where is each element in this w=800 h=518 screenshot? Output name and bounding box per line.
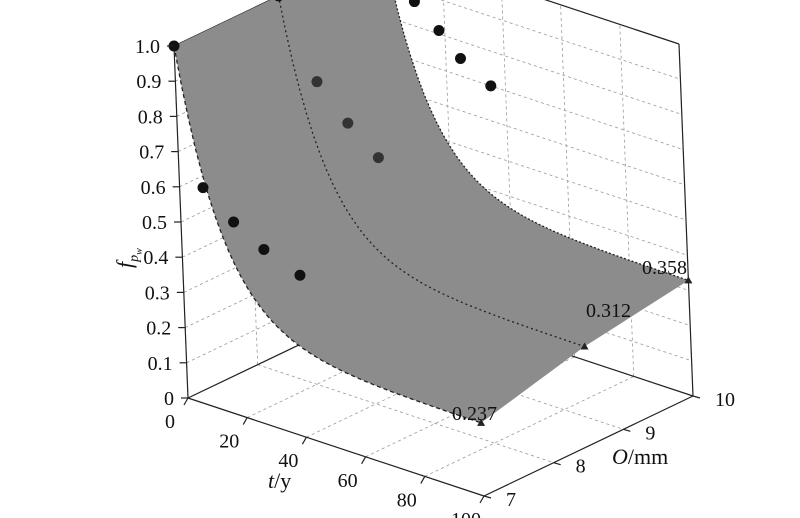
x-tick-label: 100 (451, 509, 481, 518)
x-tick-label: 0 (165, 411, 175, 433)
annotation-237: 0.237 (452, 403, 497, 425)
back-wall-grid-line (389, 121, 687, 221)
annotation-312: 0.312 (586, 300, 631, 322)
edge-marker (580, 342, 589, 350)
surface-curves (173, 0, 689, 424)
floor-grid-line (257, 364, 554, 464)
z-tick-label: 0.8 (138, 106, 163, 128)
x-tick-mark (479, 495, 485, 504)
data-point (197, 182, 209, 194)
data-point (433, 25, 445, 37)
surface-curve-O7 (173, 45, 482, 424)
annotation-358: 0.358 (642, 257, 687, 279)
x-tick-label: 80 (397, 489, 417, 511)
data-point (258, 243, 270, 255)
x-tick-label: 60 (338, 470, 358, 492)
data-point (408, 0, 420, 8)
x-tick-mark (183, 397, 189, 406)
back-wall-grid-line (395, 262, 692, 362)
z-tick-label: 0.2 (146, 318, 171, 340)
data-point (294, 269, 306, 281)
y-tick-mark (692, 395, 701, 399)
data-point (455, 53, 466, 64)
edge-marker (684, 276, 693, 284)
y-tick-mark (623, 428, 631, 432)
x-tick-label: 40 (278, 450, 298, 472)
data-point (342, 117, 354, 129)
y-axis-title: O/mm (612, 444, 668, 469)
axis-ticks: 00.10.20.30.40.50.60.70.80.91.0020406080… (135, 36, 735, 518)
z-tick-label: 0.5 (142, 212, 167, 234)
z-tick-label: 0.6 (141, 177, 166, 199)
x-tick-mark (301, 436, 307, 445)
z-tick-label: 0.3 (145, 282, 170, 304)
data-point (372, 152, 384, 164)
z-tick-label: 0 (164, 388, 174, 410)
back-wall-grid-line (385, 16, 682, 115)
x-tick-mark (361, 456, 367, 465)
data-point (485, 80, 497, 92)
z-tick-label: 0.4 (143, 247, 168, 269)
z-tick-label: 1.0 (135, 36, 160, 58)
y-tick-label: 8 (576, 456, 586, 478)
y-tick-mark (483, 495, 492, 499)
data-point (274, 0, 283, 2)
y-tick-label: 9 (645, 422, 655, 444)
back-wall-grid-line (388, 86, 685, 186)
x-tick-mark (420, 476, 426, 484)
z-tick-label: 0.1 (148, 353, 173, 375)
y-axis-line (483, 395, 694, 497)
fpw-surface (174, 0, 689, 423)
data-point (311, 76, 323, 88)
back-wall-grid-line (387, 51, 684, 150)
y-tick-mark (553, 462, 561, 466)
back-wall-grid-line (619, 24, 635, 377)
floor-grid-line (424, 376, 634, 477)
x-tick-label: 20 (219, 431, 239, 453)
z-axis-title: fpw (112, 248, 145, 268)
x-axis-line (187, 397, 485, 497)
z-tick-label: 0.9 (136, 71, 161, 93)
back-wall-grid-line (439, 0, 681, 80)
back-wall-grid-line (501, 0, 516, 338)
surface-curve-O10 (394, 0, 689, 282)
data-points (168, 0, 693, 426)
back-wall-grid-line (544, 0, 680, 45)
x-axis-title: t/y (268, 468, 291, 493)
right-vertical-line (678, 43, 694, 397)
surface-curve-O8.5 (278, 0, 585, 348)
data-point (228, 216, 240, 228)
z-tick-label: 0.7 (139, 142, 164, 164)
y-tick-label: 10 (715, 389, 735, 411)
top-back-line (544, 0, 680, 45)
floor-grid-line (327, 330, 624, 430)
back-wall-grid-line (391, 156, 688, 256)
y-tick-label: 7 (506, 489, 516, 511)
x-tick-mark (242, 417, 248, 425)
edge-marker (477, 418, 486, 426)
